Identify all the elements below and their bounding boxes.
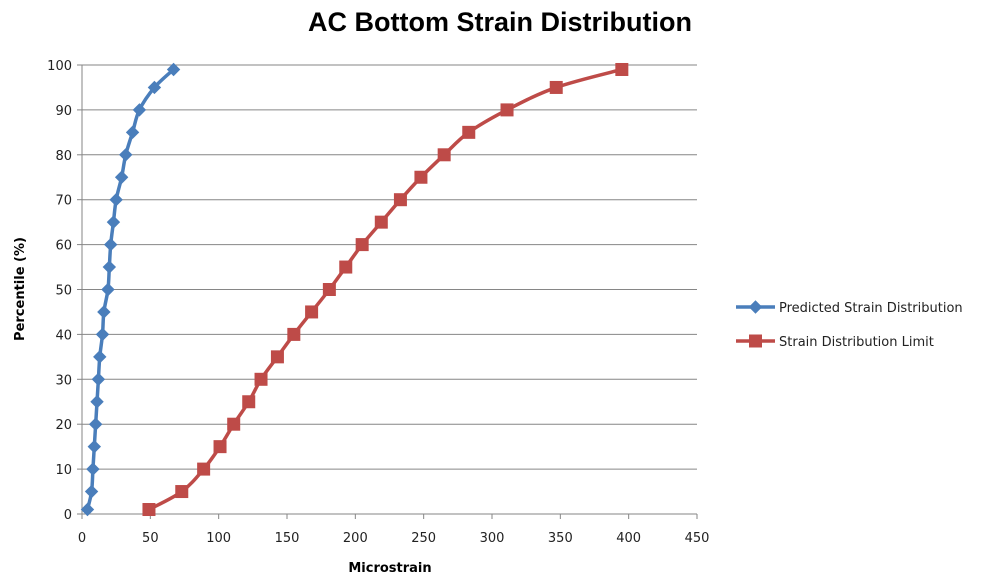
data-point <box>287 327 301 341</box>
legend-marker <box>748 300 763 314</box>
legend: Predicted Strain Distribution Strain Dist… <box>736 300 963 350</box>
x-tick-label: 0 <box>78 531 86 546</box>
y-tick-label: 60 <box>55 239 72 254</box>
data-point <box>374 215 388 229</box>
y-tick-label: 40 <box>55 328 72 343</box>
data-point <box>500 103 514 117</box>
data-point <box>114 170 129 184</box>
y-tick-label: 50 <box>55 284 72 299</box>
data-point <box>93 350 107 364</box>
data-point <box>106 215 121 229</box>
data-point <box>615 62 629 76</box>
data-point <box>549 80 563 94</box>
data-point <box>393 193 407 207</box>
data-point <box>97 305 111 319</box>
data-point <box>125 125 140 140</box>
y-tick-label: 30 <box>55 373 72 388</box>
data-point <box>95 327 110 342</box>
data-point <box>414 170 428 184</box>
data-point <box>437 148 451 162</box>
legend-marker <box>749 334 762 348</box>
data-point <box>166 62 181 77</box>
data-point <box>132 103 147 117</box>
y-tick-label: 10 <box>55 463 72 478</box>
legend-item: Strain Distribution Limit <box>736 334 934 350</box>
y-tick-label: 0 <box>64 508 72 523</box>
x-tick-label: 150 <box>275 531 300 546</box>
data-point <box>355 238 369 252</box>
y-tick-label: 20 <box>55 418 72 433</box>
data-point <box>147 80 162 95</box>
chart-title: AC Bottom Strain Distribution <box>308 7 692 37</box>
data-point <box>305 305 319 319</box>
legend-label: Predicted Strain Distribution <box>779 301 963 316</box>
data-point <box>88 417 103 431</box>
data-point <box>84 484 99 499</box>
y-axis-label: Percentile (%) <box>13 237 28 341</box>
x-tick-labels: 0 50 100 150 200 250 300 350 400 450 <box>78 531 710 546</box>
y-tick-label: 70 <box>55 194 72 209</box>
data-point <box>109 192 123 207</box>
x-tick-label: 400 <box>616 531 641 546</box>
x-tick-label: 350 <box>548 531 573 546</box>
data-point <box>90 395 104 409</box>
series-2 <box>142 62 629 517</box>
data-point <box>119 148 133 162</box>
data-point <box>80 502 95 517</box>
y-tick-labels: 0 10 20 30 40 50 60 70 80 90 100 <box>47 59 72 523</box>
data-point <box>322 283 336 296</box>
data-point <box>339 260 353 274</box>
data-point <box>462 125 476 139</box>
data-point <box>91 372 106 387</box>
data-point <box>227 417 241 431</box>
data-point <box>175 485 189 499</box>
data-point <box>102 260 117 274</box>
data-point <box>101 282 115 297</box>
data-point <box>87 439 102 454</box>
data-point <box>103 237 118 252</box>
data-point <box>142 503 156 517</box>
y-tick-label: 80 <box>55 149 72 164</box>
y-tick-label: 100 <box>47 59 72 74</box>
x-tick-label: 450 <box>685 531 710 546</box>
data-point <box>254 372 268 386</box>
x-axis-label: Microstrain <box>348 561 431 576</box>
x-tick-label: 50 <box>142 531 159 546</box>
x-tick-label: 100 <box>206 531 231 546</box>
x-tick-label: 200 <box>343 531 368 546</box>
legend-label: Strain Distribution Limit <box>779 335 934 350</box>
legend-item: Predicted Strain Distribution <box>736 300 963 316</box>
x-tick-label: 300 <box>480 531 505 546</box>
data-point <box>270 350 284 364</box>
y-tick-label: 90 <box>55 104 72 119</box>
x-tick-label: 250 <box>411 531 436 546</box>
data-point <box>86 462 100 476</box>
series-1 <box>80 62 181 517</box>
series-layer <box>80 62 629 517</box>
data-point <box>213 440 227 454</box>
data-point <box>197 462 211 476</box>
data-point <box>242 395 256 409</box>
gridlines <box>77 64 698 519</box>
